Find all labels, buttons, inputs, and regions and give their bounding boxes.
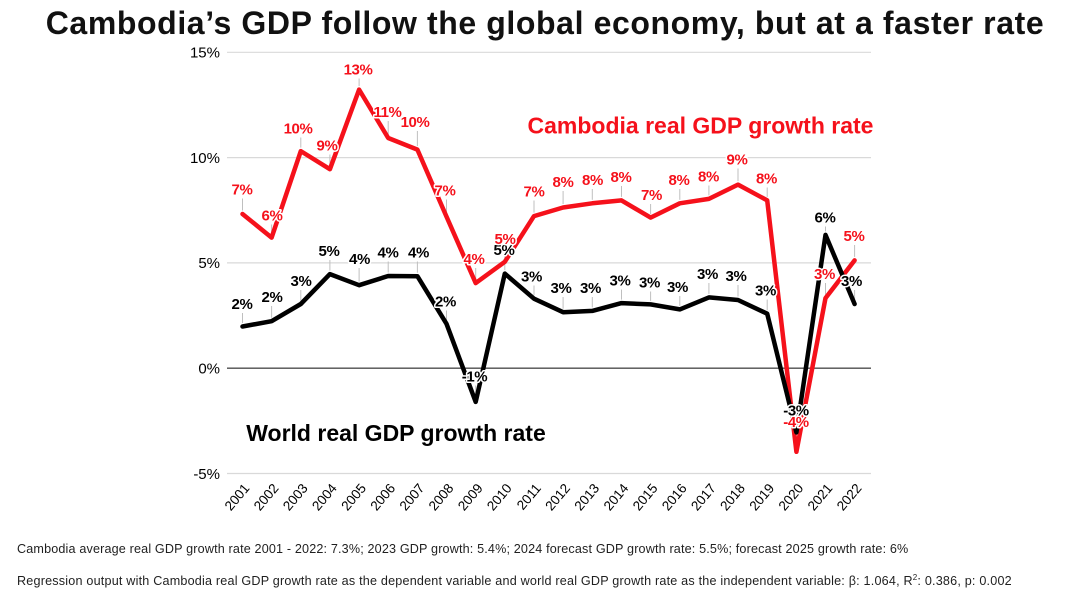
svg-text:0%: 0%: [198, 361, 220, 378]
svg-text:4%: 4%: [349, 251, 370, 268]
svg-text:-4%: -4%: [783, 414, 809, 431]
svg-text:2%: 2%: [435, 293, 456, 310]
svg-text:2011: 2011: [514, 481, 544, 513]
svg-text:2017: 2017: [688, 481, 719, 514]
svg-text:7%: 7%: [524, 183, 545, 200]
svg-text:2014: 2014: [601, 480, 632, 513]
svg-text:2008: 2008: [426, 481, 457, 514]
svg-text:Cambodia real GDP growth rate: Cambodia real GDP growth rate: [528, 113, 874, 139]
svg-text:2%: 2%: [262, 289, 283, 306]
svg-text:-5%: -5%: [193, 466, 220, 483]
svg-text:3%: 3%: [814, 266, 835, 283]
svg-text:7%: 7%: [641, 187, 662, 204]
svg-text:10%: 10%: [284, 120, 313, 137]
svg-text:5%: 5%: [495, 231, 516, 248]
svg-text:9%: 9%: [727, 151, 748, 168]
svg-text:8%: 8%: [698, 168, 719, 185]
svg-text:4%: 4%: [464, 251, 485, 268]
svg-text:2006: 2006: [367, 481, 398, 514]
svg-text:5%: 5%: [494, 242, 515, 259]
svg-text:3%: 3%: [639, 274, 660, 291]
svg-text:2021: 2021: [805, 481, 836, 514]
svg-text:3%: 3%: [610, 272, 631, 289]
svg-text:5%: 5%: [319, 243, 340, 260]
svg-text:5%: 5%: [198, 255, 220, 272]
svg-text:2002: 2002: [251, 481, 282, 514]
svg-text:2010: 2010: [484, 481, 515, 514]
svg-text:2020: 2020: [776, 481, 807, 514]
svg-text:8%: 8%: [553, 174, 574, 191]
svg-text:World real GDP growth rate: World real GDP growth rate: [246, 420, 545, 446]
svg-text:8%: 8%: [582, 172, 603, 189]
svg-text:2018: 2018: [717, 481, 748, 514]
svg-text:4%: 4%: [408, 244, 429, 261]
svg-text:2005: 2005: [338, 481, 369, 514]
svg-text:3%: 3%: [726, 268, 747, 285]
svg-text:13%: 13%: [344, 61, 373, 78]
svg-text:2009: 2009: [455, 481, 486, 514]
svg-text:8%: 8%: [669, 172, 690, 189]
svg-text:3%: 3%: [667, 279, 688, 296]
svg-text:-1%: -1%: [462, 368, 488, 385]
svg-text:3%: 3%: [291, 273, 312, 290]
svg-text:3%: 3%: [580, 280, 601, 297]
svg-text:2003: 2003: [280, 481, 311, 514]
svg-text:10%: 10%: [401, 114, 430, 131]
svg-text:2012: 2012: [542, 481, 573, 514]
svg-text:8%: 8%: [611, 169, 632, 186]
svg-text:2015: 2015: [630, 481, 661, 514]
svg-text:8%: 8%: [756, 170, 777, 187]
svg-text:2019: 2019: [746, 481, 777, 514]
svg-text:5%: 5%: [844, 228, 865, 245]
svg-text:2013: 2013: [571, 481, 602, 514]
svg-text:2%: 2%: [232, 296, 253, 313]
svg-text:3%: 3%: [841, 273, 862, 290]
svg-text:6%: 6%: [262, 207, 283, 224]
svg-text:2007: 2007: [397, 481, 428, 514]
svg-text:11%: 11%: [374, 104, 402, 121]
svg-text:-3%: -3%: [783, 402, 809, 419]
svg-text:2001: 2001: [222, 481, 253, 514]
svg-text:3%: 3%: [755, 282, 776, 299]
svg-text:2016: 2016: [659, 481, 690, 514]
svg-text:3%: 3%: [551, 280, 572, 297]
svg-text:4%: 4%: [378, 244, 399, 261]
svg-text:15%: 15%: [190, 45, 220, 62]
svg-text:2022: 2022: [834, 481, 865, 514]
svg-text:7%: 7%: [435, 182, 456, 199]
svg-text:2004: 2004: [309, 480, 340, 513]
svg-text:10%: 10%: [190, 150, 220, 167]
svg-text:9%: 9%: [317, 137, 338, 154]
svg-text:6%: 6%: [815, 209, 836, 226]
svg-text:3%: 3%: [697, 266, 718, 283]
svg-text:7%: 7%: [232, 181, 253, 198]
svg-text:3%: 3%: [521, 268, 542, 285]
